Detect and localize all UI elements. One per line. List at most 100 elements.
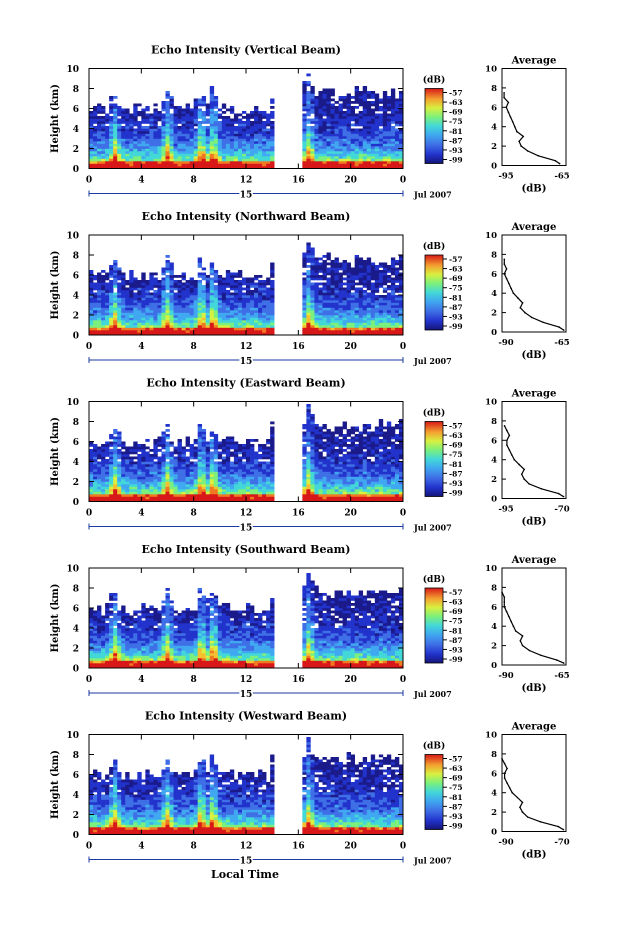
heatmap-cell — [310, 121, 315, 124]
heatmap-cell — [97, 481, 102, 485]
heatmap-cell — [113, 330, 118, 333]
heatmap-cell — [161, 295, 166, 298]
heatmap-cell — [201, 466, 207, 470]
heatmap-cell — [189, 300, 194, 303]
heatmap-cell — [173, 307, 178, 311]
heatmap-cell — [145, 439, 150, 442]
heatmap-cell — [141, 272, 146, 276]
heatmap-cell — [141, 277, 146, 281]
heatmap-cell — [398, 101, 404, 104]
heatmap-cell — [173, 469, 178, 472]
heatmap-cell — [185, 436, 190, 440]
heatmap-cell — [97, 332, 102, 336]
heatmap-cell — [334, 270, 339, 273]
heatmap-cell — [209, 439, 215, 442]
heatmap-cell — [229, 156, 235, 159]
heatmap-cell — [382, 295, 388, 298]
heatmap-cell — [93, 285, 98, 288]
heatmap-cell — [217, 474, 223, 477]
heatmap-cell — [129, 136, 134, 139]
heatmap-cell — [213, 277, 219, 281]
heatmap-cell — [137, 312, 142, 316]
heatmap-cell — [237, 464, 243, 467]
heatmap-cell — [201, 496, 207, 500]
heatmap-cell — [173, 451, 178, 455]
heatmap-cell — [374, 282, 380, 286]
heatmap-cell — [386, 280, 392, 283]
heatmap-cell — [189, 327, 194, 331]
heatmap-cell — [133, 282, 138, 286]
heatmap-cell — [354, 307, 360, 311]
colorbar-tick-label: -69 — [449, 274, 463, 283]
heatmap-cell — [137, 494, 142, 497]
heatmap-cell — [217, 451, 223, 455]
heatmap-cell — [398, 133, 404, 137]
heatmap-cell — [193, 484, 198, 487]
heatmap-cell — [326, 158, 331, 162]
heatmap-cell — [322, 131, 327, 134]
heatmap-cell — [221, 307, 227, 311]
heatmap-cell — [125, 136, 130, 139]
heatmap-cell — [165, 111, 170, 114]
heatmap-cell — [197, 103, 203, 107]
heatmap-cell — [394, 133, 400, 137]
heatmap-cell — [390, 327, 396, 331]
heatmap-cell — [262, 461, 267, 465]
heatmap-cell — [382, 103, 388, 107]
heatmap-cell — [362, 280, 368, 283]
heatmap-cell — [97, 454, 102, 457]
heatmap-cell — [117, 464, 122, 467]
heatmap-cell — [205, 461, 211, 465]
heatmap-cell — [306, 255, 311, 258]
heatmap-cell — [125, 479, 130, 482]
heatmap-cell — [125, 148, 130, 152]
heatmap-cell — [266, 113, 271, 117]
heatmap-cell — [193, 454, 198, 457]
heatmap-cell — [314, 111, 319, 114]
heatmap-cell — [374, 332, 380, 336]
heatmap-cell — [101, 163, 106, 167]
heatmap-cell — [141, 461, 146, 465]
heatmap-cell — [310, 96, 315, 99]
heatmap-cell — [237, 305, 243, 308]
heatmap-cell — [145, 330, 150, 333]
heatmap-cell — [181, 136, 186, 139]
heatmap-cell — [233, 305, 239, 308]
heatmap-cell — [173, 486, 178, 490]
heatmap-cell — [201, 161, 207, 164]
heatmap-cell — [133, 141, 138, 144]
heatmap-cell — [326, 267, 331, 271]
heatmap-cell — [250, 158, 255, 162]
heatmap-cell — [209, 96, 215, 99]
heatmap-cell — [141, 111, 146, 114]
heatmap-cell — [205, 496, 211, 500]
heatmap-cell — [225, 481, 231, 485]
heatmap-cell — [326, 297, 331, 301]
heatmap-cell — [105, 315, 110, 318]
heatmap-cell — [125, 116, 130, 119]
heatmap-cell — [338, 272, 343, 276]
heatmap-cell — [386, 322, 392, 326]
heatmap-cell — [225, 307, 231, 311]
heatmap-cell — [149, 486, 154, 490]
heatmap-cell — [209, 88, 215, 92]
heatmap-cell — [237, 307, 243, 311]
heatmap-cell — [258, 330, 263, 333]
heatmap-cell — [161, 101, 166, 104]
heatmap-cell — [97, 280, 102, 283]
heatmap-cell — [153, 449, 158, 452]
heatmap-cell — [205, 489, 211, 492]
heatmap-cell — [133, 136, 138, 139]
heatmap-cell — [129, 491, 134, 495]
heatmap-cell — [201, 464, 207, 467]
heatmap-cell — [209, 451, 215, 455]
heatmap-cell — [390, 103, 396, 107]
heatmap-cell — [306, 98, 311, 102]
heatmap-cell — [394, 116, 400, 119]
heatmap-cell — [145, 486, 150, 490]
heatmap-cell — [302, 108, 307, 112]
heatmap-cell — [97, 295, 102, 298]
average-y-tick-label: 0 — [491, 162, 497, 172]
colorbar-tick-label: -87 — [449, 303, 463, 312]
heatmap-cell — [366, 287, 372, 291]
